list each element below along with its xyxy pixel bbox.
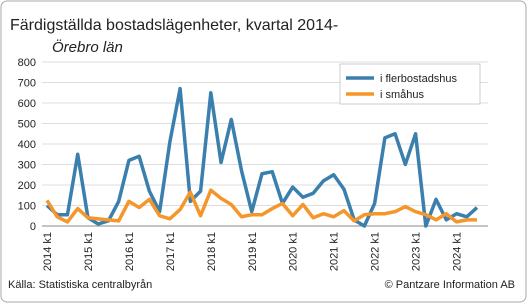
x-tick-label: 2014 k1 bbox=[42, 232, 54, 271]
series-line bbox=[45, 86, 479, 228]
y-tick-label: 200 bbox=[18, 180, 36, 192]
x-tick-label: 2024 k1 bbox=[452, 232, 464, 271]
y-tick-label: 700 bbox=[18, 78, 36, 90]
y-tick-label: 500 bbox=[18, 119, 36, 131]
legend-box bbox=[339, 63, 481, 105]
x-tick-label: 2022 k1 bbox=[370, 232, 382, 271]
y-tick-label: 600 bbox=[18, 98, 36, 110]
x-tick-label: 2020 k1 bbox=[288, 232, 300, 271]
x-tick-label: 2021 k1 bbox=[329, 232, 341, 271]
legend-label: i småhus bbox=[380, 89, 425, 101]
legend-label: i flerbostadshus bbox=[380, 73, 458, 85]
credit: © Pantzare Information AB bbox=[385, 279, 515, 291]
x-tick-label: 2023 k1 bbox=[411, 232, 423, 271]
y-tick-label: 400 bbox=[18, 139, 36, 151]
x-tick-label: 2016 k1 bbox=[124, 232, 136, 271]
source: Källa: Statistiska centralbyrån bbox=[8, 279, 152, 291]
y-tick-label: 800 bbox=[18, 57, 36, 69]
x-tick-label: 2015 k1 bbox=[83, 232, 95, 271]
chart-title: Färdigställda bostadslägenheter, kvartal… bbox=[10, 17, 338, 34]
y-tick-label: 300 bbox=[18, 160, 36, 172]
chart-subtitle: Örebro län bbox=[52, 38, 123, 56]
x-tick-label: 2019 k1 bbox=[247, 232, 259, 271]
y-tick-label: 0 bbox=[30, 221, 36, 233]
x-tick-label: 2017 k1 bbox=[165, 232, 177, 271]
x-tick-label: 2018 k1 bbox=[206, 232, 218, 271]
y-tick-label: 100 bbox=[18, 201, 36, 213]
series-line bbox=[45, 188, 477, 224]
